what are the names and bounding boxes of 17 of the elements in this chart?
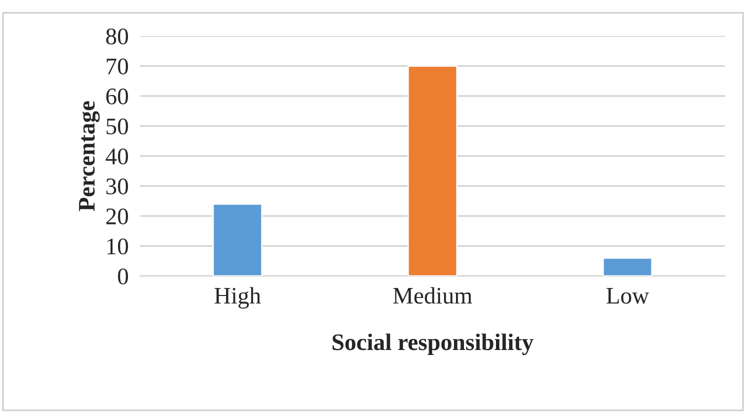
y-axis-title: Percentage <box>79 101 100 212</box>
y-tick-label: 80 <box>106 28 128 44</box>
y-tick-label: 60 <box>106 88 128 104</box>
x-tick-label: High <box>214 287 261 309</box>
x-axis-title: Social responsibility <box>332 334 534 356</box>
x-tick-label: Low <box>606 288 650 304</box>
y-tick-label: 0 <box>118 268 128 284</box>
bar <box>407 65 458 276</box>
y-tick-label: 30 <box>106 178 128 194</box>
y-tick-label: 70 <box>106 58 128 74</box>
y-tick-label: 50 <box>106 118 128 134</box>
y-tick-label: 40 <box>106 148 128 164</box>
bar <box>602 257 653 276</box>
bar <box>212 203 263 276</box>
x-tick-label: Medium <box>393 287 472 304</box>
y-tick-label: 20 <box>106 208 128 224</box>
y-tick-label: 10 <box>107 238 128 254</box>
